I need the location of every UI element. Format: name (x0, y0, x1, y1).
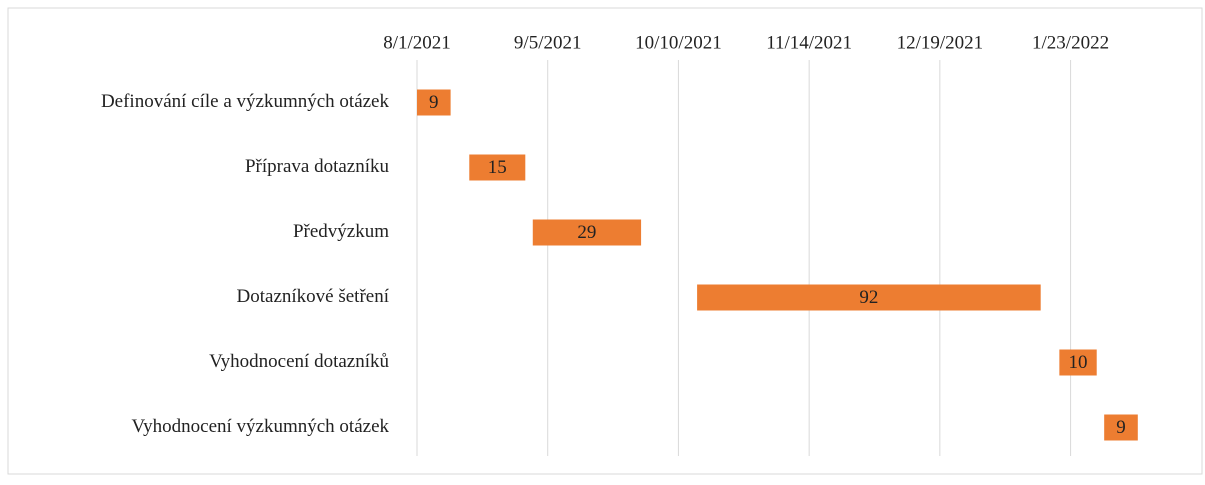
data-label: 9 (429, 92, 439, 113)
data-label: 29 (577, 222, 596, 243)
x-tick-label: 1/23/2022 (1032, 32, 1109, 53)
bar (469, 154, 526, 181)
data-label: 9 (1116, 417, 1126, 438)
y-tick-label: Vyhodnocení výzkumných otázek (132, 416, 390, 437)
bar (417, 89, 451, 116)
bar (697, 284, 1041, 311)
bar (1104, 414, 1138, 441)
y-tick-label: Dotazníkové šetření (237, 286, 390, 307)
bar (1059, 349, 1097, 376)
x-tick-label: 12/19/2021 (897, 32, 984, 53)
data-label: 15 (488, 157, 507, 178)
y-tick-label: Definování cíle a výzkumných otázek (101, 91, 390, 112)
x-tick-label: 11/14/2021 (766, 32, 852, 53)
bar (532, 219, 642, 246)
data-label: 92 (859, 287, 878, 308)
y-tick-label: Předvýzkum (293, 221, 389, 242)
data-label: 10 (1069, 352, 1088, 373)
y-tick-label: Příprava dotazníku (245, 156, 390, 177)
x-tick-label: 10/10/2021 (635, 32, 722, 53)
x-tick-label: 9/5/2021 (514, 32, 582, 53)
y-tick-label: Vyhodnocení dotazníků (209, 351, 389, 372)
x-tick-label: 8/1/2021 (383, 32, 451, 53)
